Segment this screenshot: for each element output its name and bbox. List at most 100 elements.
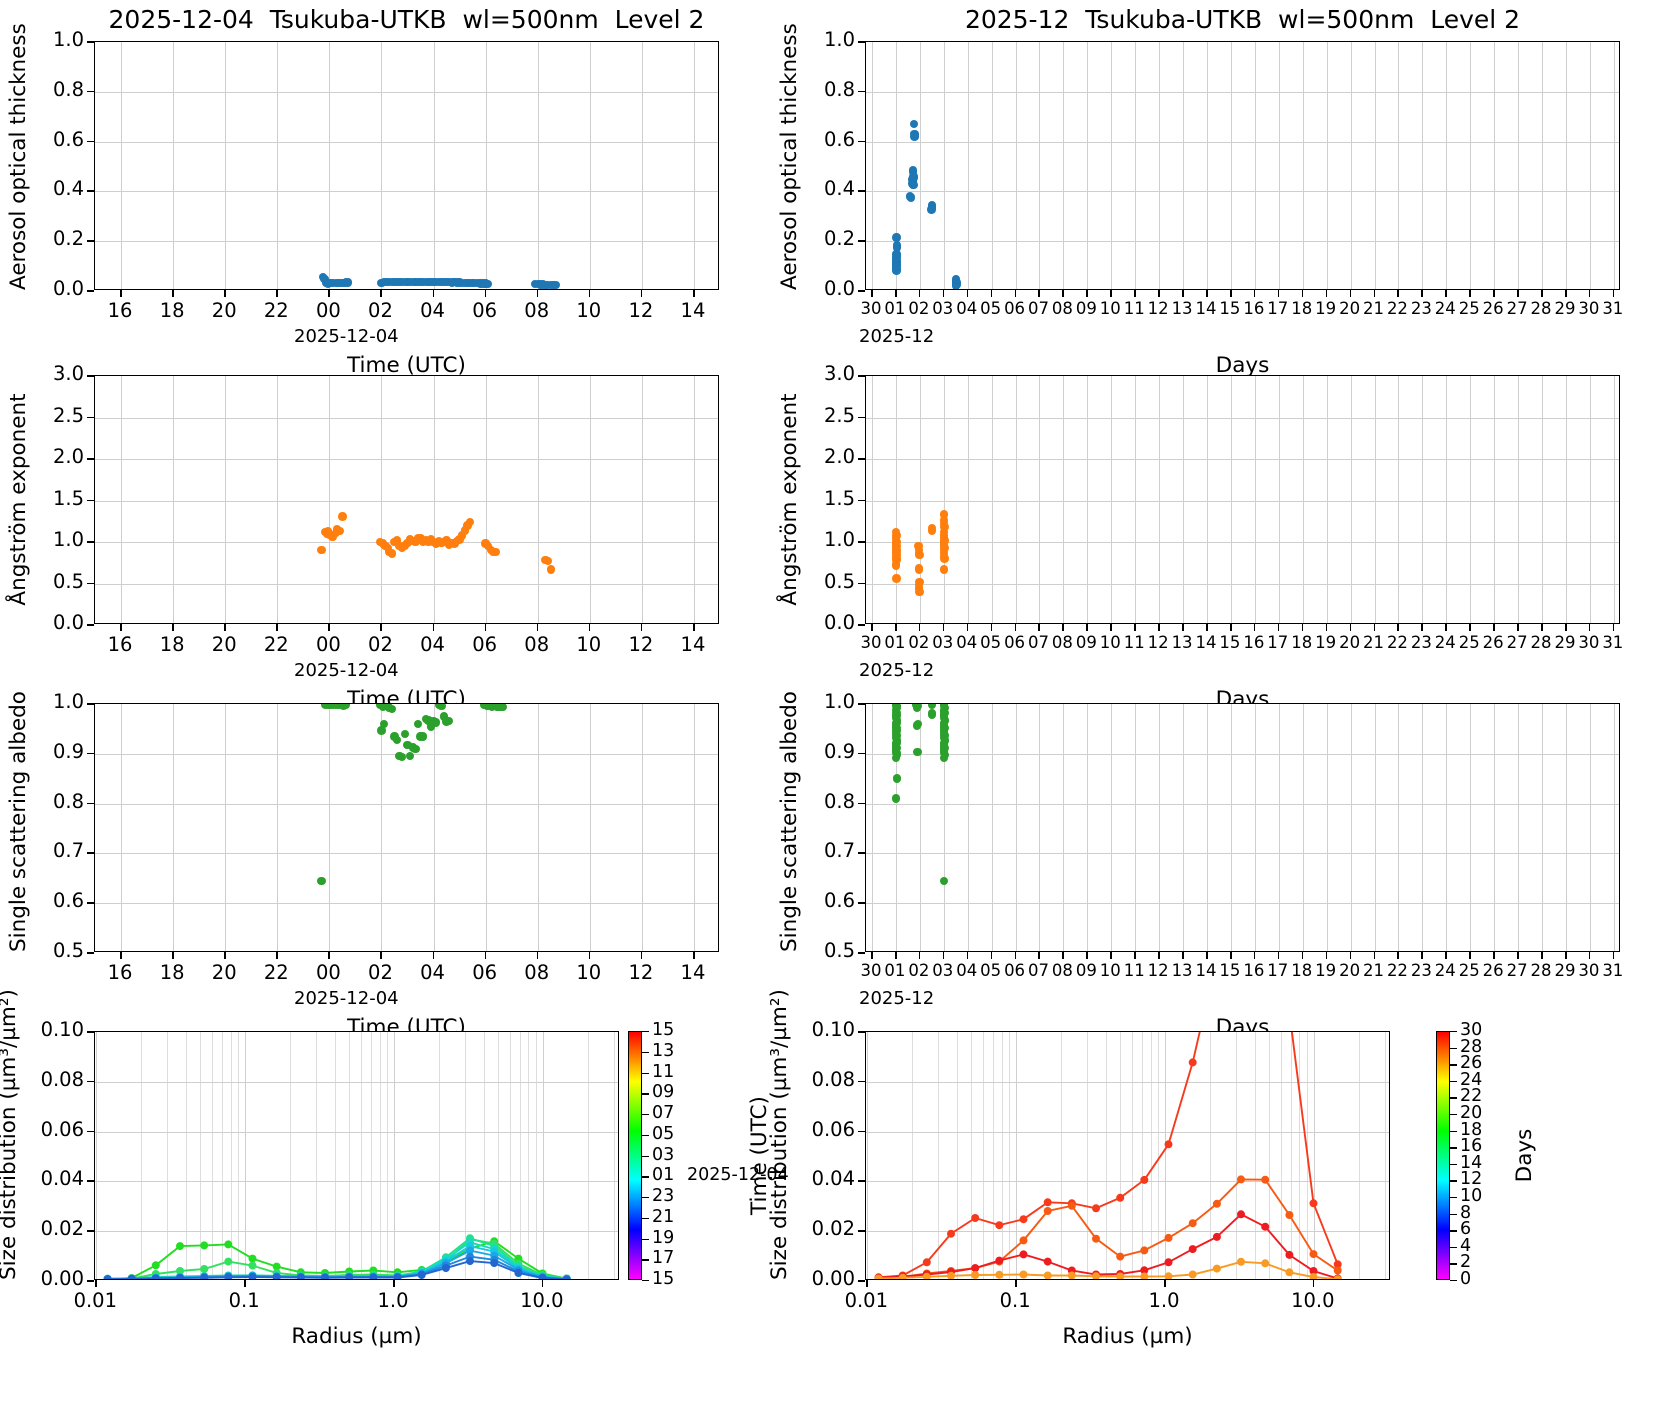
- series-marker: [1188, 1270, 1197, 1279]
- x-tick-label: 02: [908, 961, 930, 980]
- x-tick-label: 15: [1219, 961, 1241, 980]
- data-point: [891, 753, 901, 762]
- data-point: [915, 587, 924, 596]
- y-tick-label: 0.6: [52, 889, 84, 913]
- gridline-vertical: [1470, 42, 1471, 289]
- y-tick-mark: [87, 1130, 94, 1133]
- gridline-vertical: [1375, 704, 1376, 951]
- data-point: [498, 704, 507, 712]
- x-tick-mark: [1541, 290, 1543, 297]
- x-tick-label: 20: [211, 961, 237, 984]
- colorbar-tick-label: 05: [652, 1123, 675, 1144]
- colorbar-tick-mark: [1450, 1080, 1457, 1083]
- series-marker: [151, 1274, 160, 1279]
- gridline-vertical: [484, 1032, 485, 1279]
- colorbar-axis-label: Days: [1512, 1128, 1537, 1183]
- gridline-vertical: [1494, 376, 1495, 623]
- series-marker: [1140, 1272, 1149, 1279]
- gridline-vertical: [993, 1032, 994, 1279]
- y-axis-label: Single scattering albedo: [777, 691, 802, 952]
- data-point: [491, 547, 501, 557]
- colorbar-tick-label: 8: [1460, 1202, 1472, 1223]
- x-tick-label: 21: [1363, 961, 1385, 980]
- x-tick-mark: [380, 624, 383, 631]
- gridline-vertical: [1518, 42, 1519, 289]
- y-tick-label: 0.06: [811, 1117, 855, 1141]
- gridline-vertical: [590, 42, 591, 289]
- x-tick-label: 04: [956, 299, 978, 318]
- x-tick-mark: [966, 290, 969, 297]
- data-point: [439, 712, 449, 721]
- colorbar-tick-mark: [1450, 1230, 1457, 1232]
- series-marker: [248, 1273, 257, 1279]
- x-tick-mark: [328, 952, 330, 959]
- series-marker: [1164, 1272, 1173, 1279]
- y-tick-mark: [87, 190, 94, 192]
- x-tick-mark: [1014, 290, 1017, 297]
- colorbar-tick-mark: [642, 1238, 649, 1240]
- data-point: [342, 704, 351, 709]
- series-marker: [1092, 1204, 1100, 1213]
- series-marker: [947, 1229, 955, 1238]
- data-point: [551, 281, 561, 289]
- series-marker: [224, 1240, 233, 1249]
- x-tick-label: 08: [1051, 961, 1073, 980]
- x-axis-label: Radius (µm): [1062, 1324, 1193, 1349]
- plot-area-ssa-monthly: [865, 703, 1620, 952]
- gridline-vertical: [590, 376, 591, 623]
- series-marker: [176, 1267, 184, 1275]
- y-tick-mark: [87, 541, 94, 543]
- y-tick-label: 0.04: [40, 1167, 84, 1191]
- gridline-vertical: [121, 704, 122, 951]
- x-tick-mark: [1421, 952, 1423, 959]
- y-tick-mark: [87, 952, 94, 954]
- series-marker: [1285, 1250, 1294, 1259]
- gridline-vertical: [486, 704, 487, 951]
- x-tick-mark: [1421, 624, 1423, 631]
- series-marker: [995, 1256, 1004, 1265]
- gridline-vertical: [983, 1032, 984, 1279]
- x-tick-mark: [866, 1280, 868, 1287]
- data-point: [377, 726, 386, 735]
- x-axis-sublabel: 2025-12-04: [294, 660, 399, 681]
- y-tick-label: 2.5: [823, 403, 855, 427]
- gridline-vertical: [1566, 42, 1567, 289]
- x-tick-label: 0.1: [228, 1289, 260, 1312]
- gridline-vertical: [1183, 704, 1184, 951]
- x-tick-mark: [1134, 624, 1136, 631]
- gridline-vertical: [957, 1032, 958, 1279]
- x-tick-mark: [1086, 952, 1088, 959]
- gridline-horizontal: [95, 459, 718, 460]
- x-tick-label: 06: [1004, 299, 1026, 318]
- x-tick-mark: [432, 624, 435, 631]
- y-axis-label: Single scattering albedo: [6, 691, 31, 952]
- series-marker: [1212, 1232, 1221, 1241]
- colorbar-tick-label: 19: [652, 1227, 675, 1248]
- gridline-horizontal: [866, 754, 1619, 755]
- gridline-vertical: [329, 704, 330, 951]
- y-tick-mark: [858, 952, 865, 954]
- y-tick-label: 0.00: [40, 1267, 84, 1290]
- x-tick-mark: [1349, 624, 1352, 631]
- series-marker: [898, 1273, 907, 1279]
- x-tick-mark: [1253, 624, 1256, 631]
- series-marker: [272, 1273, 281, 1279]
- y-tick-label: 1.0: [52, 28, 84, 51]
- gridline-vertical: [1269, 1032, 1270, 1279]
- x-tick-label: 18: [159, 961, 185, 984]
- gridline-vertical: [944, 704, 945, 951]
- colorbar-tick-label: 10: [1460, 1186, 1483, 1206]
- data-point: [908, 167, 918, 176]
- gridline-vertical: [1063, 704, 1064, 951]
- x-tick-mark: [224, 624, 226, 631]
- x-tick-label: 00: [315, 299, 341, 322]
- x-tick-label: 12: [1147, 961, 1169, 980]
- data-point: [405, 752, 415, 761]
- gridline-horizontal: [866, 92, 1619, 93]
- x-tick-mark: [1134, 952, 1136, 959]
- series-marker: [1261, 1259, 1270, 1268]
- gridline-vertical: [173, 376, 174, 623]
- data-point: [343, 278, 353, 287]
- y-tick-mark: [858, 458, 865, 460]
- y-tick-mark: [87, 624, 94, 626]
